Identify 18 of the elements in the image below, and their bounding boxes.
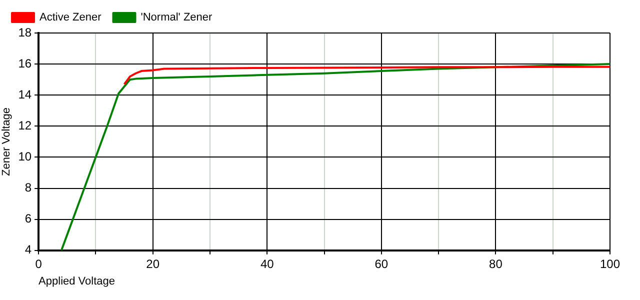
x-tick-label: 40	[260, 256, 274, 271]
y-tick-label: 14	[18, 87, 32, 102]
y-tick-label: 8	[24, 180, 32, 195]
x-tick-label: 80	[489, 256, 503, 271]
x-tick-label: 100	[600, 256, 620, 271]
y-axis-title: Zener Voltage	[0, 107, 13, 176]
legend-label: Active Zener	[40, 12, 102, 24]
x-tick-label: 60	[374, 256, 388, 271]
y-tick-label: 18	[18, 25, 32, 40]
y-tick-label: 10	[18, 150, 32, 164]
y-tick-label: 12	[18, 118, 32, 132]
y-tick-label: 4	[24, 242, 32, 257]
y-tick-label: 16	[18, 56, 32, 70]
legend-label: 'Normal' Zener	[140, 12, 213, 24]
x-tick-label: 0	[35, 256, 42, 271]
x-tick-label: 20	[146, 256, 160, 271]
y-tick-label: 6	[24, 212, 32, 226]
x-axis-title: Applied Voltage	[38, 275, 115, 288]
